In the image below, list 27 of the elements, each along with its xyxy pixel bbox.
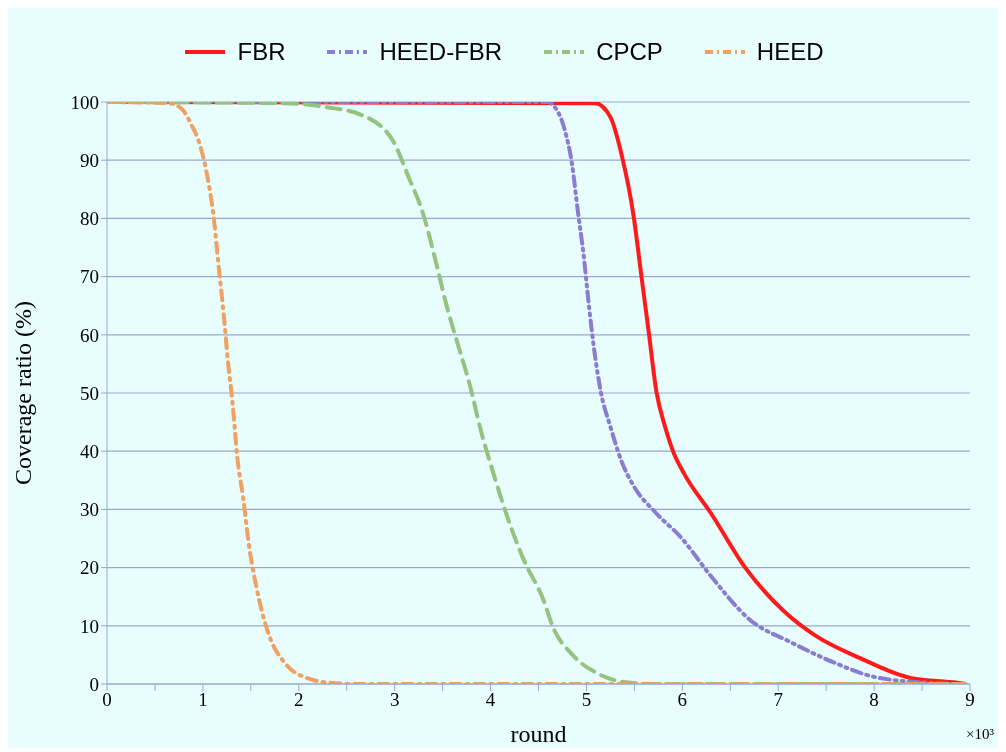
y-tick-label: 100 [70,91,99,113]
legend-label: HEED [756,38,824,66]
x-tick-label: 8 [869,689,879,711]
y-tick-label: 70 [80,266,99,288]
y-tick-label: 20 [80,557,99,579]
y-tick-label: 40 [80,440,99,462]
y-tick-label: 30 [80,499,99,521]
legend-label: HEED-FBR [379,38,503,66]
x-tick-label: 3 [389,689,400,711]
y-axis-title: Coverage ratio (%) [9,301,36,485]
x-tick-label: 7 [773,689,783,711]
x-tick-label: 9 [965,689,975,711]
y-tick-label: 80 [80,208,99,230]
x-tick-label: 6 [677,689,688,711]
y-tick-label: 50 [80,382,99,404]
legend-label: FBR [237,38,286,66]
y-tick-label: 10 [80,615,99,637]
x-tick-label: 1 [198,689,208,711]
text: ×10³ [966,726,994,743]
x-tick-label: 5 [581,689,592,711]
x-axis-title: round [510,721,567,747]
y-tick-label: 60 [80,324,99,346]
legend-label: CPCP [596,38,663,66]
x-tick-label: 2 [294,689,304,711]
y-tick-label: 0 [89,673,99,695]
y-tick-label: 90 [80,149,99,171]
x-tick-label: 4 [485,689,496,711]
